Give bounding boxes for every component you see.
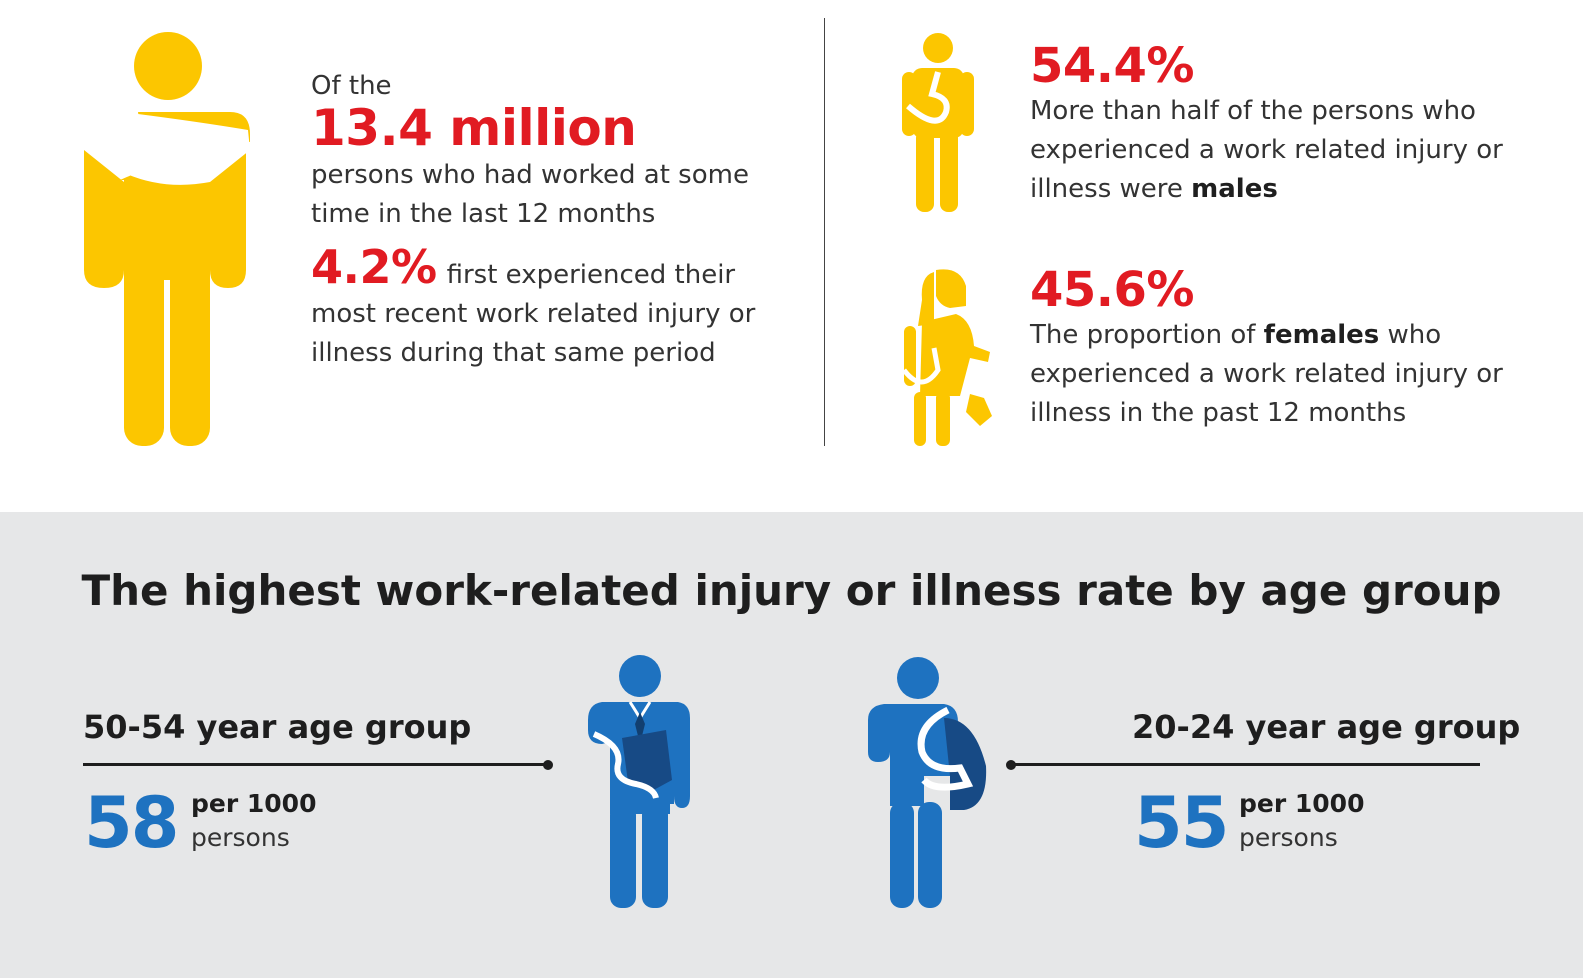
overview-total: 13.4 million: [311, 99, 637, 157]
overview-intro: Of the: [311, 71, 392, 101]
overview-total-desc: persons who had worked at some time in t…: [311, 160, 749, 229]
younger-group-rule: [1014, 763, 1480, 766]
overview-block: Of the 13.4 million persons who had work…: [311, 70, 791, 373]
younger-group-value: 55: [1134, 782, 1229, 864]
overview-injury-desc: first experienced their most recent work…: [311, 260, 756, 368]
male-with-arm-sling-icon: [902, 33, 974, 212]
businessman-with-arm-sling-icon: [588, 655, 690, 908]
older-group-rule: [83, 763, 549, 766]
worker-with-arm-sling-icon: [868, 657, 987, 908]
overview-injury-pct: 4.2%: [311, 240, 437, 294]
males-pct: 54.4%: [1030, 38, 1195, 94]
females-pct: 45.6%: [1030, 262, 1195, 318]
females-block: 45.6% The proportion of females who expe…: [1030, 264, 1550, 433]
females-emphasis: females: [1263, 320, 1380, 350]
female-with-arm-sling-icon: [902, 269, 992, 446]
males-desc: More than half of the persons who experi…: [1030, 96, 1503, 204]
younger-group-rule-dot: [1006, 760, 1016, 770]
older-group-rule-dot: [543, 760, 553, 770]
older-group-label: 50-54 year age group: [83, 708, 472, 746]
females-desc: The proportion of females who experience…: [1030, 320, 1503, 428]
males-emphasis: males: [1191, 174, 1278, 204]
age-section-title: The highest work-related injury or illne…: [81, 566, 1502, 615]
younger-group-label: 20-24 year age group: [1132, 708, 1521, 746]
older-group-value: 58: [84, 782, 179, 864]
vertical-divider: [824, 18, 825, 446]
older-group-unit2: persons: [191, 823, 290, 852]
overview-injury-text: 4.2% first experienced their most recent …: [311, 244, 791, 373]
younger-group-unit: per 1000: [1239, 789, 1365, 818]
person-with-arm-sling-icon: [84, 32, 250, 446]
bottom-panel: [0, 512, 1583, 978]
males-block: 54.4% More than half of the persons who …: [1030, 40, 1550, 209]
younger-group-unit2: persons: [1239, 823, 1338, 852]
older-group-unit: per 1000: [191, 789, 317, 818]
